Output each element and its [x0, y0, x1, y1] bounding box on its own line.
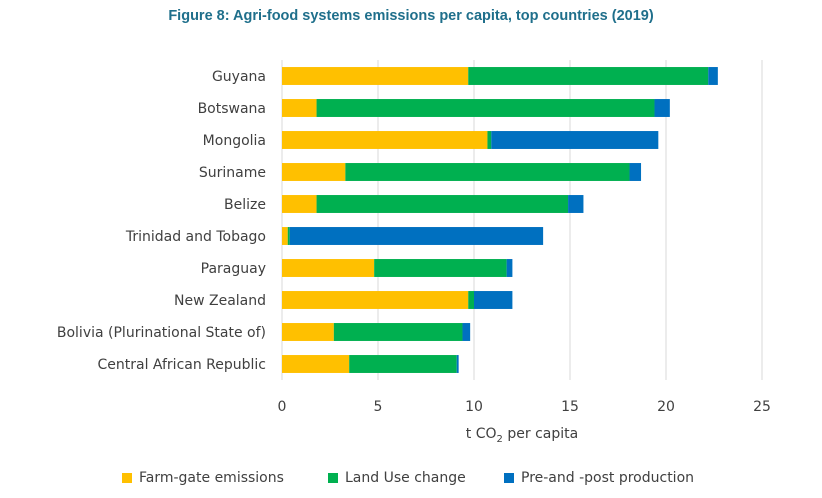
bar-segment [282, 291, 469, 309]
category-label: Guyana [212, 69, 266, 85]
bar-segment [654, 99, 670, 117]
bar-segment [456, 355, 459, 373]
bar-segment [568, 195, 584, 213]
x-tick-label: 20 [657, 399, 675, 415]
bar-segment [374, 259, 507, 277]
bar-segment [289, 227, 544, 245]
bar-segment [506, 259, 513, 277]
category-label: Belize [224, 197, 266, 213]
bar-segment [282, 195, 317, 213]
legend-swatch [122, 473, 132, 483]
bar-segment [349, 355, 457, 373]
bar-segment [316, 99, 655, 117]
x-axis-title: t CO2 per capita [466, 426, 578, 445]
legend-label: Pre-and -post production [521, 470, 695, 486]
bar-segment [282, 323, 334, 341]
bar-segment [282, 67, 469, 85]
legend-label: Farm-gate emissions [139, 470, 284, 486]
bar-segment [333, 323, 463, 341]
category-label: Bolivia (Plurinational State of) [57, 325, 266, 341]
bar-segment [629, 163, 642, 181]
x-tick-label: 15 [561, 399, 579, 415]
bar-segment [282, 227, 288, 245]
bar-segment [468, 67, 709, 85]
x-tick-labels: 0 5 10 15 20 25 [278, 399, 771, 415]
x-tick-label: 5 [374, 399, 383, 415]
category-label: Suriname [199, 165, 266, 181]
legend-label: Land Use change [345, 470, 466, 486]
legend-item: Farm-gate emissions [122, 470, 284, 486]
legend-swatch [504, 473, 514, 483]
bar-segment [345, 163, 630, 181]
legend-item: Land Use change [328, 470, 466, 486]
category-labels: Guyana Botswana Mongolia Suriname Belize Trin… [57, 69, 266, 373]
bar-segment [282, 131, 488, 149]
legend-swatch [328, 473, 338, 483]
category-label: Paraguay [201, 261, 266, 277]
bar-segment [316, 195, 569, 213]
bar-segment [708, 67, 718, 85]
bar-segment [287, 227, 290, 245]
category-label: Trinidad and Tobago [125, 229, 266, 245]
bar-segment [462, 323, 471, 341]
bar-segment [474, 291, 513, 309]
bar-segment [282, 99, 317, 117]
chart-title: Figure 8: Agri-food systems emissions pe… [168, 8, 654, 24]
bar-segment [487, 131, 492, 149]
chart-plot: Guyana Botswana Mongolia Suriname Belize Trin… [57, 60, 771, 445]
bar-segment [491, 131, 659, 149]
category-label: Central African Republic [97, 357, 266, 373]
x-tick-label: 10 [465, 399, 483, 415]
bar-segment [282, 259, 375, 277]
category-label: Mongolia [203, 133, 266, 149]
bars [282, 67, 718, 373]
category-label: Botswana [198, 101, 266, 117]
legend: Farm-gate emissions Land Use change Pre-an… [0, 470, 822, 490]
bar-segment [468, 291, 474, 309]
bar-segment [282, 163, 346, 181]
x-tick-label: 0 [278, 399, 287, 415]
legend-item: Pre-and -post production [504, 470, 694, 486]
category-label: New Zealand [174, 293, 266, 309]
bar-segment [282, 355, 350, 373]
x-tick-label: 25 [753, 399, 771, 415]
